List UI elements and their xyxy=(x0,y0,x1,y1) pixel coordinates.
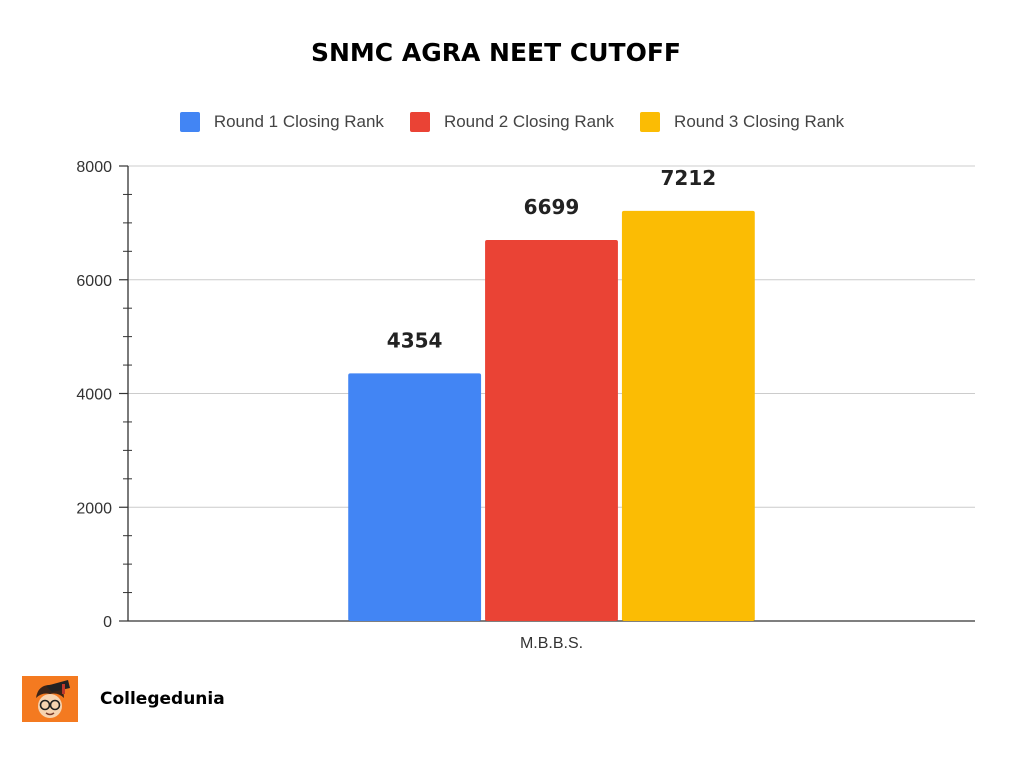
legend-label: Round 3 Closing Rank xyxy=(674,112,845,131)
y-tick-label: 8000 xyxy=(76,159,112,176)
brand: Collegedunia xyxy=(22,676,225,722)
bar xyxy=(348,373,482,621)
bar xyxy=(485,239,618,621)
student-mascot-icon xyxy=(22,676,78,722)
y-tick-label: 4000 xyxy=(76,387,112,404)
brand-name: Collegedunia xyxy=(100,689,225,709)
legend-item: Round 2 Closing Rank xyxy=(409,112,615,132)
bar-value-label: 7212 xyxy=(661,166,717,190)
legend-label: Round 2 Closing Rank xyxy=(443,112,615,131)
chart-legend: Round 1 Closing Rank Round 2 Closing Rank… xyxy=(0,112,1024,132)
bar-value-label: 6699 xyxy=(524,195,580,219)
legend-swatch xyxy=(179,112,200,132)
y-tick-label: 0 xyxy=(103,614,112,631)
legend-swatch xyxy=(409,112,430,132)
legend-label: Round 1 Closing Rank xyxy=(213,112,384,131)
legend-swatch xyxy=(640,112,661,132)
chart-title: SNMC AGRA NEET CUTOFF xyxy=(311,38,681,67)
bar xyxy=(621,210,755,621)
y-tick-label: 2000 xyxy=(76,500,112,517)
legend-item: Round 1 Closing Rank xyxy=(179,112,384,132)
x-category-label: M.B.B.S. xyxy=(520,635,583,652)
y-tick-label: 6000 xyxy=(76,273,112,290)
bar-value-label: 4354 xyxy=(387,328,443,352)
legend-item: Round 3 Closing Rank xyxy=(640,112,844,132)
